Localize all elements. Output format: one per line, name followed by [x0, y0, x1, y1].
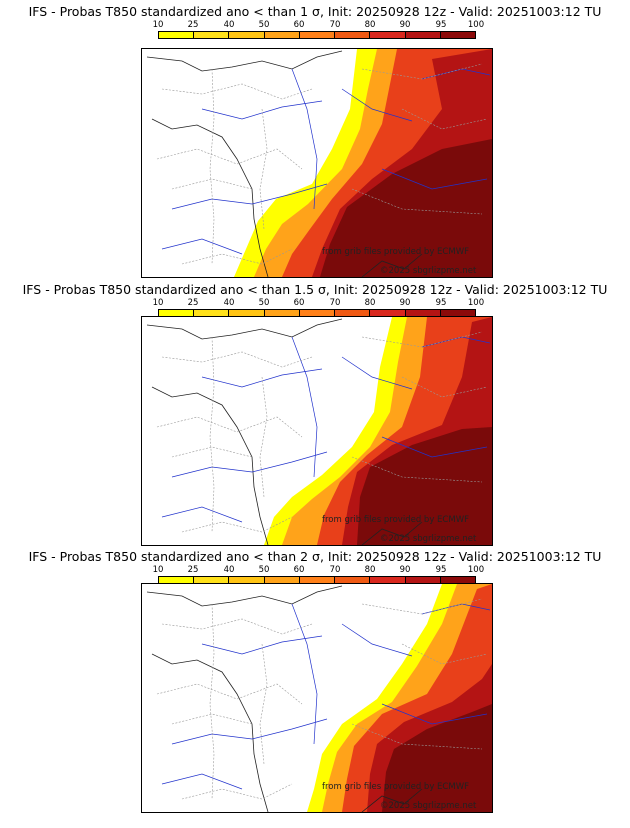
- credit-line-2: ©2025 sbgrlizpme.net: [380, 266, 477, 276]
- prob-band-95: [382, 704, 492, 812]
- tick-label: 60: [293, 565, 305, 575]
- probability-map: from grib files provided by ECMWF ©2025 …: [141, 583, 493, 813]
- tick-label: 100: [467, 20, 485, 30]
- color-swatch: [194, 32, 230, 38]
- tick-label: 50: [258, 298, 270, 308]
- forecast-panel-2: IFS - Probas T850 standardized ano < tha…: [0, 282, 630, 552]
- tick-label: 100: [467, 298, 485, 308]
- credit-line-2: ©2025 sbgrlizpme.net: [380, 534, 477, 544]
- colorbar-swatches: [158, 31, 476, 39]
- color-swatch: [335, 32, 371, 38]
- colorbar-ticks: 10 25 40 50 60 70 80 90 95 100: [153, 20, 485, 30]
- coastline: [146, 50, 423, 277]
- color-swatch: [370, 577, 406, 583]
- tick-label: 60: [293, 20, 305, 30]
- tick-label: 80: [364, 20, 376, 30]
- prob-band-95: [357, 427, 492, 545]
- color-swatch: [264, 577, 300, 583]
- rivers: [161, 603, 491, 790]
- map-svg: from grib files provided by ECMWF ©2025 …: [146, 49, 492, 277]
- borders: [156, 598, 488, 800]
- tick-label: 95: [435, 565, 447, 575]
- color-swatch: [159, 32, 195, 38]
- prob-band-95: [320, 139, 492, 277]
- panel-title: IFS - Probas T850 standardized ano < tha…: [28, 4, 602, 19]
- credit-line-2: ©2025 sbgrlizpme.net: [380, 801, 477, 811]
- color-swatch: [370, 310, 406, 316]
- coastline: [146, 318, 423, 545]
- tick-label: 80: [364, 565, 376, 575]
- credit-line-1: from grib files provided by ECMWF: [322, 782, 469, 792]
- tick-label: 90: [399, 20, 411, 30]
- color-swatch: [405, 577, 441, 583]
- tick-label: 40: [223, 298, 235, 308]
- tick-label: 90: [399, 298, 411, 308]
- panel-title: IFS - Probas T850 standardized ano < tha…: [22, 282, 608, 297]
- tick-label: 80: [364, 298, 376, 308]
- tick-label: 50: [258, 565, 270, 575]
- tick-label: 70: [329, 565, 341, 575]
- tick-label: 25: [187, 565, 199, 575]
- color-swatch: [264, 310, 300, 316]
- forecast-panel-3: IFS - Probas T850 standardized ano < tha…: [0, 549, 630, 819]
- color-swatch: [405, 32, 441, 38]
- color-swatch: [194, 577, 230, 583]
- color-swatch: [440, 310, 475, 316]
- tick-label: 95: [435, 298, 447, 308]
- color-swatch: [299, 577, 336, 583]
- tick-label: 10: [152, 565, 164, 575]
- tick-label: 10: [152, 298, 164, 308]
- tick-label: 90: [399, 565, 411, 575]
- borders: [156, 331, 488, 533]
- color-swatch: [299, 32, 336, 38]
- color-swatch: [159, 310, 195, 316]
- color-swatch: [264, 32, 300, 38]
- color-swatch: [335, 310, 371, 316]
- color-swatch: [229, 310, 265, 316]
- color-swatch: [440, 577, 475, 583]
- map-svg: from grib files provided by ECMWF ©2025 …: [146, 584, 492, 812]
- colorbar-ticks: 10 25 40 50 60 70 80 90 95 100: [153, 298, 485, 308]
- tick-label: 60: [293, 298, 305, 308]
- tick-label: 10: [152, 20, 164, 30]
- color-swatch: [194, 310, 230, 316]
- tick-label: 100: [467, 565, 485, 575]
- color-swatch: [229, 577, 265, 583]
- colorbar: 10 25 40 50 60 70 80 90 95 100: [153, 20, 485, 44]
- tick-label: 40: [223, 20, 235, 30]
- tick-label: 25: [187, 298, 199, 308]
- rivers: [161, 68, 491, 255]
- color-swatch: [159, 577, 195, 583]
- color-swatch: [370, 32, 406, 38]
- color-swatch: [440, 32, 475, 38]
- color-swatch: [229, 32, 265, 38]
- forecast-panel-1: IFS - Probas T850 standardized ano < tha…: [0, 4, 630, 278]
- coastline: [146, 585, 423, 812]
- tick-label: 70: [329, 20, 341, 30]
- probability-map: from grib files provided by ECMWF ©2025 …: [141, 48, 493, 278]
- map-svg: from grib files provided by ECMWF ©2025 …: [146, 317, 492, 545]
- probability-map: from grib files provided by ECMWF ©2025 …: [141, 316, 493, 546]
- tick-label: 95: [435, 20, 447, 30]
- tick-label: 70: [329, 298, 341, 308]
- colorbar-ticks: 10 25 40 50 60 70 80 90 95 100: [153, 565, 485, 575]
- tick-label: 40: [223, 565, 235, 575]
- tick-label: 50: [258, 20, 270, 30]
- rivers: [161, 336, 491, 523]
- credit-line-1: from grib files provided by ECMWF: [322, 247, 469, 257]
- borders: [156, 63, 488, 265]
- color-swatch: [335, 577, 371, 583]
- credit-line-1: from grib files provided by ECMWF: [322, 515, 469, 525]
- color-swatch: [405, 310, 441, 316]
- tick-label: 25: [187, 20, 199, 30]
- panel-title: IFS - Probas T850 standardized ano < tha…: [28, 549, 602, 564]
- color-swatch: [299, 310, 336, 316]
